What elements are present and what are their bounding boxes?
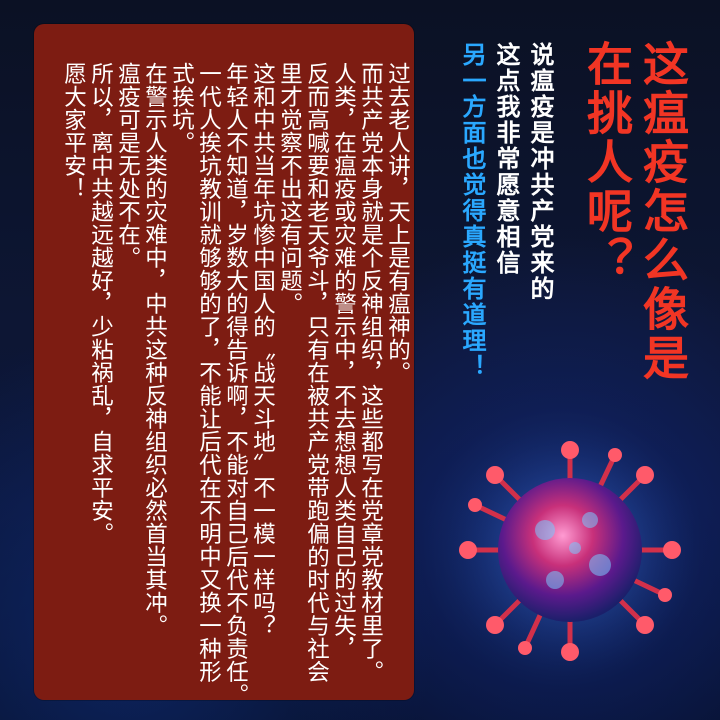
virus-illustration [440, 420, 700, 680]
body-line-1: 过去老人讲，天上是有瘟神的。 [384, 62, 411, 384]
subtitle-line-2: 这点我非常愿意相信 [492, 42, 520, 276]
body-line-12: 所以，离中共越远越好，少粘祸乱，自求平安。 [87, 62, 114, 545]
body-line-4: 反而高喊要和老天爷斗，只有在被共产党带跑偏的时代与社会 [303, 62, 330, 683]
subtitle-line-1: 说瘟疫是冲共产党来的 [526, 42, 554, 302]
body-line-13: 愿大家平安！ [60, 62, 87, 200]
text-card: 过去老人讲，天上是有瘟神的。 而共产党本身就是个反神组织，这些都写在党章党教材里… [34, 24, 414, 706]
body-line-6: 这和中共当年坑惨中国人的〝战天斗地〞不一模一样吗？ [249, 62, 276, 637]
body-line-3: 人类，在瘟疫或灾难的警示中，不去想想人类自己的过失， [330, 62, 357, 660]
virus-icon [445, 425, 695, 675]
title-line-1: 这瘟疫怎么像是 [636, 40, 690, 383]
subtitle-line-3: 另一方面也觉得真挺有道理！ [458, 42, 486, 380]
body-line-10: 在警示人类的灾难中，中共这种反神组织必然首当其冲。 [141, 62, 168, 637]
body-line-8: 一代人挨坑教训就够够的了，不能让后代在不明中又换一种形 [195, 62, 222, 683]
body-line-5: 里才觉察不出这有问题。 [276, 62, 303, 315]
title-line-2: 在挑人呢？ [580, 40, 634, 285]
body-line-9: 式挨坑。 [168, 62, 195, 154]
body-line-11: 瘟疫可是无处不在。 [114, 62, 141, 269]
body-line-7: 年轻人不知道，岁数大的得告诉啊，不能对自己后代不负责任。 [222, 62, 249, 706]
body-line-2: 而共产党本身就是个反神组织，这些都写在党章党教材里了。 [357, 62, 384, 683]
